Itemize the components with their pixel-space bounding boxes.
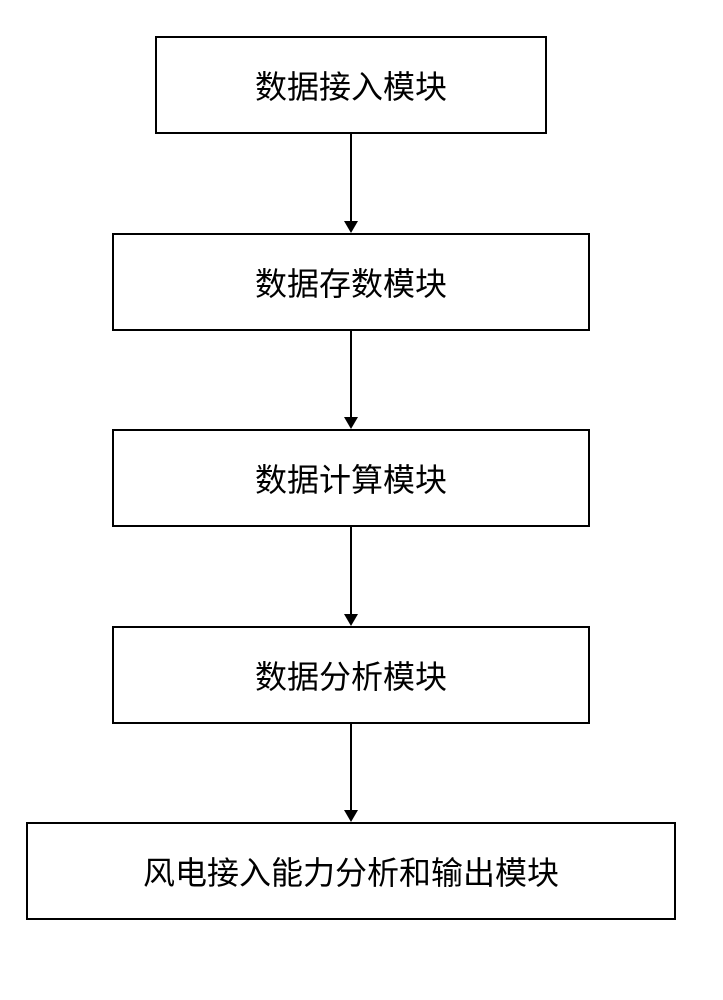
- arrow-line-3: [350, 527, 352, 614]
- flow-node-n5: 风电接入能力分析和输出模块: [26, 822, 676, 920]
- arrow-line-4: [350, 724, 352, 810]
- flow-node-label: 数据分析模块: [255, 652, 447, 698]
- arrow-head-1: [344, 221, 358, 233]
- flow-node-label: 数据存数模块: [255, 259, 447, 305]
- arrow-head-4: [344, 810, 358, 822]
- arrow-line-2: [350, 331, 352, 417]
- arrow-head-3: [344, 614, 358, 626]
- flow-node-n1: 数据接入模块: [155, 36, 547, 134]
- flow-node-label: 风电接入能力分析和输出模块: [143, 848, 559, 894]
- flow-node-label: 数据接入模块: [255, 62, 447, 108]
- flow-node-n3: 数据计算模块: [112, 429, 590, 527]
- flowchart-canvas: 数据接入模块数据存数模块数据计算模块数据分析模块风电接入能力分析和输出模块: [0, 0, 723, 1000]
- flow-node-label: 数据计算模块: [255, 455, 447, 501]
- flow-node-n4: 数据分析模块: [112, 626, 590, 724]
- arrow-head-2: [344, 417, 358, 429]
- arrow-line-1: [350, 134, 352, 221]
- flow-node-n2: 数据存数模块: [112, 233, 590, 331]
